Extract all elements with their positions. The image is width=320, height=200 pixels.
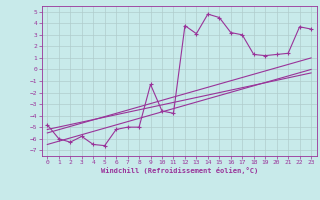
X-axis label: Windchill (Refroidissement éolien,°C): Windchill (Refroidissement éolien,°C) (100, 167, 258, 174)
